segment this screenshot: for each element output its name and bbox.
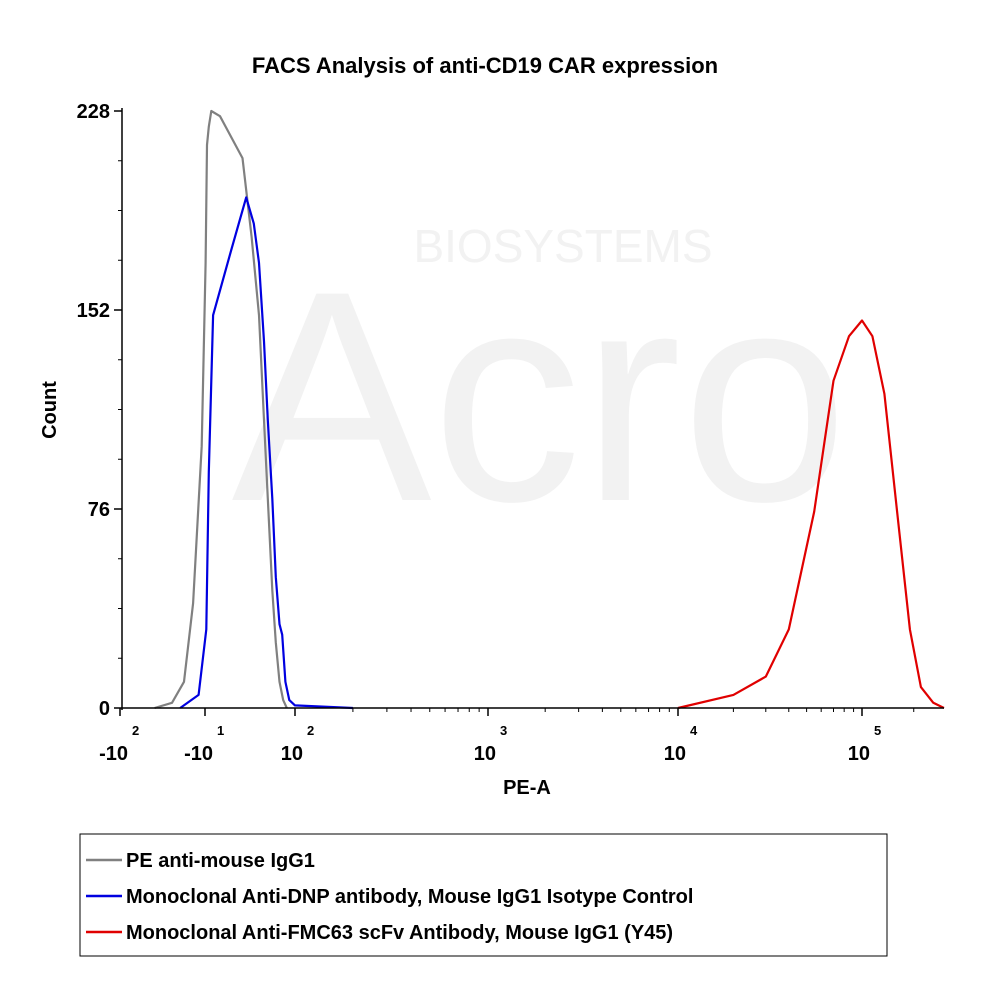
legend-entry: Monoclonal Anti-FMC63 scFv Antibody, Mou… (126, 922, 673, 944)
x-tick-exponent: 5 (874, 723, 881, 738)
x-tick-exponent: 3 (500, 723, 507, 738)
legend: PE anti-mouse IgG1 Monoclonal Anti-DNP an… (79, 833, 888, 957)
x-tick-label: 10 (848, 743, 870, 765)
series-layer (154, 109, 945, 710)
legend-entry: Monoclonal Anti-DNP antibody, Mouse IgG1… (126, 886, 693, 908)
series-line-3 (677, 319, 945, 710)
series-line-1 (154, 109, 288, 710)
y-tick-label: 152 (77, 300, 110, 322)
x-tick-label: 10 (664, 743, 686, 765)
chart-title: FACS Analysis of anti-CD19 CAR expressio… (252, 53, 718, 78)
x-tick-label: -10 (184, 743, 213, 765)
series-line-2 (179, 196, 353, 710)
y-tick-label: 76 (88, 499, 110, 521)
y-axis-label: Count (39, 381, 61, 439)
x-tick-exponent: 1 (217, 723, 224, 738)
x-tick-label: -10 (99, 743, 128, 765)
x-axis-label: PE-A (503, 777, 551, 799)
watermark: BIOSYSTEMS Acro (232, 220, 849, 564)
legend-box (79, 833, 888, 957)
x-ticks: -10 2 -10 1 10 2 10 3 10 4 10 5 (99, 708, 915, 765)
watermark-brand: Acro (232, 228, 849, 564)
y-ticks: 0 76 152 228 (77, 101, 122, 720)
x-tick-exponent: 2 (307, 723, 314, 738)
x-tick-label: 10 (281, 743, 303, 765)
watermark-subtitle: BIOSYSTEMS (413, 220, 712, 272)
y-tick-label: 0 (99, 698, 110, 720)
legend-entry: PE anti-mouse IgG1 (126, 850, 315, 872)
x-tick-exponent: 4 (690, 723, 698, 738)
y-tick-label: 228 (77, 101, 110, 123)
x-tick-label: 10 (474, 743, 496, 765)
x-tick-exponent: 2 (132, 723, 139, 738)
